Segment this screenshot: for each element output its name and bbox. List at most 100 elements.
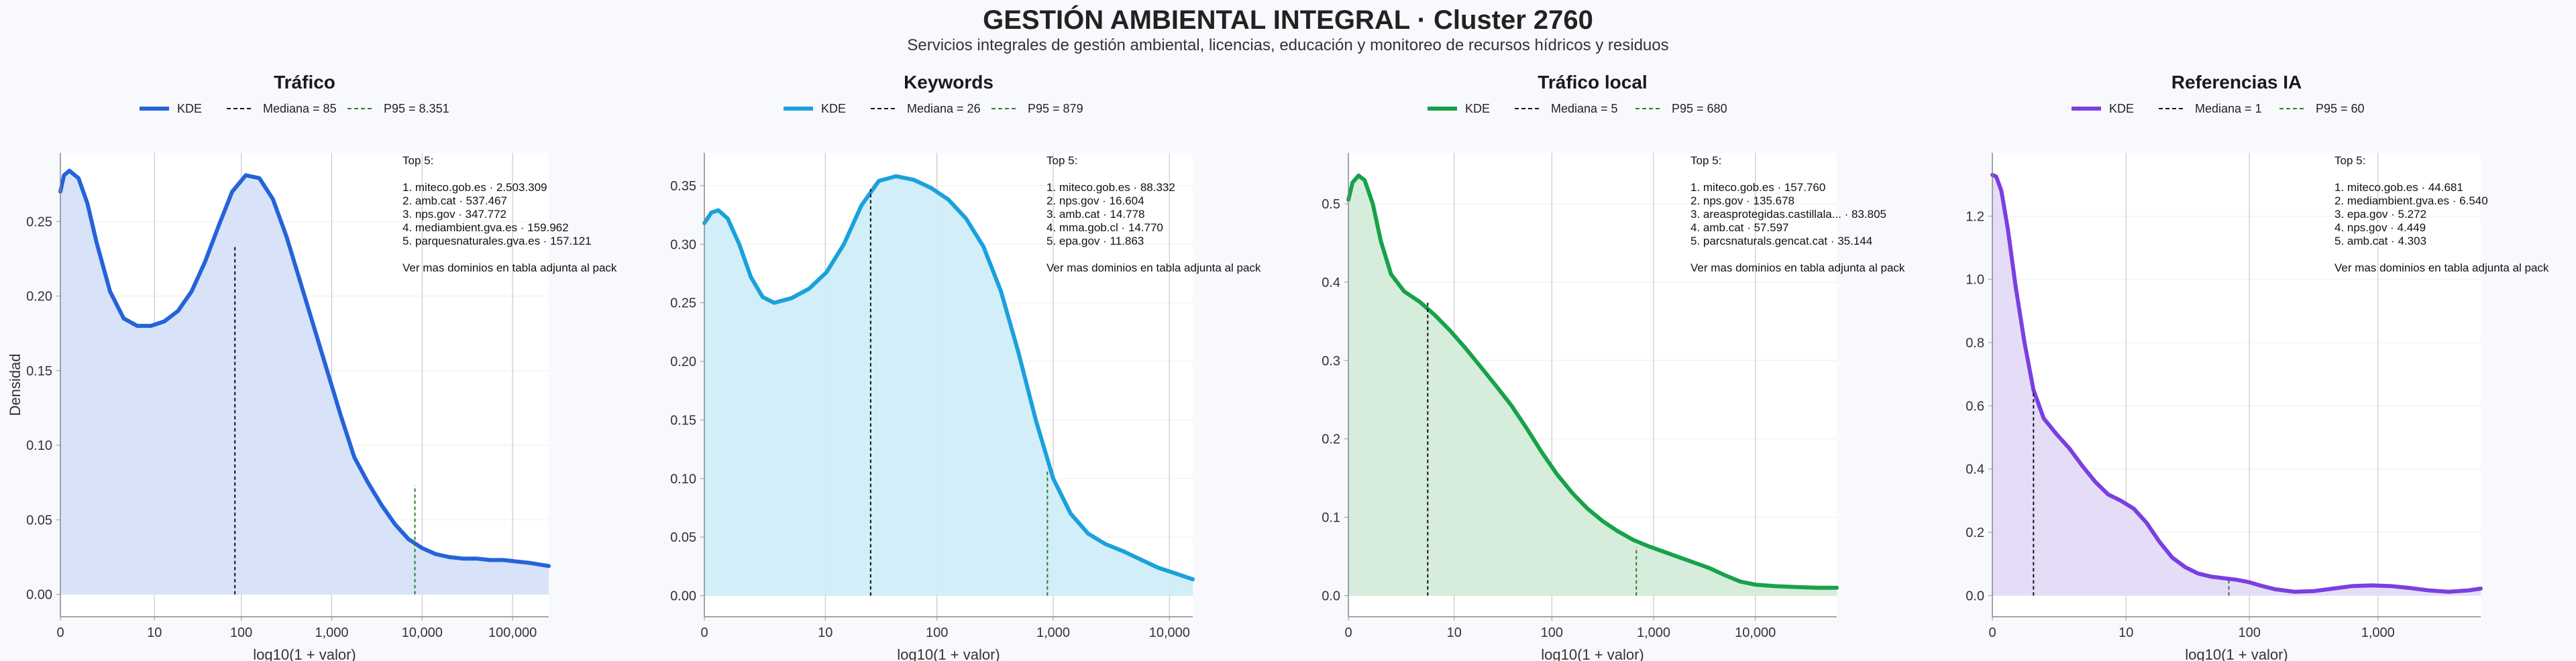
annotation-item: 5. epa.gov · 11.863 xyxy=(1046,235,1144,247)
y-tick-label: 0.3 xyxy=(1322,354,1340,369)
legend-label-p95: P95 = 680 xyxy=(1672,102,1727,115)
annotation-item: 1. miteco.gob.es · 157.760 xyxy=(1690,181,1825,194)
x-tick-label: 10,000 xyxy=(402,625,443,640)
y-tick-label: 1.2 xyxy=(1966,209,1984,224)
annotation-item: 2. mediambient.gva.es · 6.540 xyxy=(2334,194,2488,207)
annotation-item: 1. miteco.gob.es · 44.681 xyxy=(2334,181,2463,194)
legend-label-p95: P95 = 879 xyxy=(1028,102,1083,115)
y-tick-label: 0.4 xyxy=(1966,463,1984,477)
x-tick-label: 10,000 xyxy=(1149,625,1190,640)
x-tick-label: 10 xyxy=(1447,625,1462,640)
x-tick-label: 1,000 xyxy=(315,625,348,640)
legend-label-kde: KDE xyxy=(821,102,846,115)
y-tick-label: 0.0 xyxy=(1966,589,1984,603)
y-tick-label: 0.8 xyxy=(1966,336,1984,351)
page-title: GESTIÓN AMBIENTAL INTEGRAL · Cluster 276… xyxy=(983,5,1593,35)
chart-title: Referencias IA xyxy=(2171,72,2302,93)
legend: KDE Mediana = 5 P95 = 680 xyxy=(1428,102,1727,115)
x-tick-label: 100 xyxy=(230,625,252,640)
x-tick-label: 100 xyxy=(2238,625,2260,640)
annotation-heading: Top 5: xyxy=(2334,154,2365,167)
y-tick-label: 0.15 xyxy=(26,364,52,379)
y-tick-label: 0.0 xyxy=(1322,589,1340,603)
kde-area xyxy=(704,176,1193,596)
annotation-footer: Ver mas dominios en tabla adjunta al pac… xyxy=(402,261,617,274)
y-tick-label: 0.25 xyxy=(26,215,52,229)
x-tick-label: 1,000 xyxy=(1637,625,1670,640)
legend-label-mediana: Mediana = 26 xyxy=(907,102,981,115)
x-tick-label: 1,000 xyxy=(1036,625,1070,640)
legend-label-kde: KDE xyxy=(2109,102,2134,115)
page-subtitle: Servicios integrales de gestión ambienta… xyxy=(907,36,1669,54)
annotation-heading: Top 5: xyxy=(402,154,433,167)
x-tick-label: 100 xyxy=(926,625,948,640)
kde-line xyxy=(58,168,551,568)
legend-label-mediana: Mediana = 85 xyxy=(263,102,337,115)
legend: KDE Mediana = 1 P95 = 60 xyxy=(2072,102,2365,115)
y-tick-label: 0.15 xyxy=(670,413,696,428)
legend-label-mediana: Mediana = 1 xyxy=(2195,102,2262,115)
x-tick-label: 0 xyxy=(1344,625,1352,640)
kde-line xyxy=(1346,173,1839,590)
kde-area xyxy=(60,170,549,595)
chart-title: Tráfico xyxy=(274,72,335,93)
annotation-item: 5. amb.cat · 4.303 xyxy=(2334,235,2426,247)
x-tick-label: 10,000 xyxy=(1735,625,1776,640)
x-tick-label: 10 xyxy=(2118,625,2133,640)
y-tick-label: 0.10 xyxy=(670,472,696,487)
kde-area xyxy=(1992,175,2481,596)
annotation-item: 3. amb.cat · 14.778 xyxy=(1046,208,1144,221)
kde-line xyxy=(702,174,1195,582)
x-tick-label: 10 xyxy=(147,625,162,640)
x-tick-label: 1,000 xyxy=(2361,625,2395,640)
y-tick-label: 0.4 xyxy=(1322,276,1340,290)
chart-panel-trafico: Tráfico KDE Mediana = 85 P95 = 8.351 0.00 0.0… xyxy=(7,72,617,661)
y-tick-label: 0.35 xyxy=(670,179,696,194)
x-tick-label: 100,000 xyxy=(488,625,537,640)
y-tick-label: 0.2 xyxy=(1966,526,1984,540)
x-tick-label: 0 xyxy=(700,625,708,640)
annotation-item: 2. nps.gov · 135.678 xyxy=(1690,194,1794,207)
annotation-item: 1. miteco.gob.es · 88.332 xyxy=(1046,181,1175,194)
y-tick-label: 0.6 xyxy=(1966,399,1984,414)
x-axis-label: log10(1 + valor) xyxy=(897,646,1000,661)
y-tick-label: 0.30 xyxy=(670,237,696,252)
y-tick-label: 0.5 xyxy=(1322,197,1340,212)
annotation-item: 4. mediambient.gva.es · 159.962 xyxy=(402,221,569,234)
y-tick-label: 0.05 xyxy=(26,513,52,528)
chart-panel-trafico-local: Tráfico local KDE Mediana = 5 P95 = 680 0.0 0… xyxy=(1322,72,1905,661)
y-axis-label: Densidad xyxy=(7,354,23,416)
y-tick-label: 0.2 xyxy=(1322,432,1340,447)
legend-label-kde: KDE xyxy=(1465,102,1490,115)
x-axis-label: log10(1 + valor) xyxy=(1541,646,1644,661)
annotation-heading: Top 5: xyxy=(1690,154,1721,167)
annotation-footer: Ver mas dominios en tabla adjunta al pac… xyxy=(1690,261,1905,274)
y-tick-label: 0.05 xyxy=(670,530,696,545)
annotation-item: 4. mma.gob.cl · 14.770 xyxy=(1046,221,1163,234)
y-tick-label: 1.0 xyxy=(1966,273,1984,288)
chart-title: Keywords xyxy=(904,72,994,93)
y-tick-label: 0.25 xyxy=(670,296,696,311)
annotation-item: 3. epa.gov · 5.272 xyxy=(2334,208,2426,221)
annotation-item: 5. parquesnaturales.gva.es · 157.121 xyxy=(402,235,592,247)
legend-label-p95: P95 = 8.351 xyxy=(384,102,449,115)
annotation-item: 1. miteco.gob.es · 2.503.309 xyxy=(402,181,547,194)
chart-title: Tráfico local xyxy=(1538,72,1647,93)
legend-label-mediana: Mediana = 5 xyxy=(1551,102,1618,115)
annotation-item: 5. parcsnaturals.gencat.cat · 35.144 xyxy=(1690,235,1872,247)
annotation-item: 3. nps.gov · 347.772 xyxy=(402,208,506,221)
chart-panel-keywords: Keywords KDE Mediana = 26 P95 = 879 0.00 0.05… xyxy=(670,72,1261,661)
y-tick-label: 0.20 xyxy=(670,355,696,369)
x-tick-label: 100 xyxy=(1541,625,1563,640)
annotation-item: 4. amb.cat · 57.597 xyxy=(1690,221,1788,234)
chart-panel-referencias-ia: Referencias IA KDE Mediana = 1 P95 = 60 0.0 0… xyxy=(1966,72,2549,661)
y-tick-label: 0.10 xyxy=(26,438,52,453)
legend: KDE Mediana = 26 P95 = 879 xyxy=(784,102,1083,115)
y-tick-label: 0.1 xyxy=(1322,511,1340,526)
x-axis-label: log10(1 + valor) xyxy=(2185,646,2288,661)
y-tick-label: 0.20 xyxy=(26,290,52,304)
legend-label-p95: P95 = 60 xyxy=(2316,102,2365,115)
annotation-item: 2. amb.cat · 537.467 xyxy=(402,194,507,207)
annotation-item: 3. areasprotegidas.castillala... · 83.80… xyxy=(1690,208,1886,221)
annotation-footer: Ver mas dominios en tabla adjunta al pac… xyxy=(2334,261,2549,274)
